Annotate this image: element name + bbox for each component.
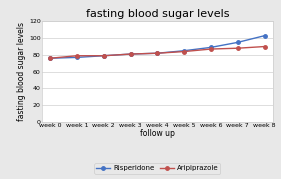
Risperidone — [182, 50, 186, 52]
X-axis label: follow up: follow up — [140, 129, 175, 139]
Aripiprazole — [102, 55, 105, 57]
Risperidone — [75, 56, 79, 59]
Risperidone — [49, 57, 52, 59]
Aripiprazole — [263, 45, 266, 48]
Aripiprazole — [49, 57, 52, 59]
Aripiprazole — [156, 52, 159, 54]
Risperidone — [102, 55, 105, 57]
Risperidone — [236, 41, 239, 43]
Risperidone — [263, 35, 266, 37]
Line: Risperidone: Risperidone — [48, 34, 266, 60]
Line: Aripiprazole: Aripiprazole — [48, 45, 266, 60]
Aripiprazole — [75, 55, 79, 57]
Aripiprazole — [182, 50, 186, 53]
Aripiprazole — [129, 53, 132, 55]
Risperidone — [156, 52, 159, 54]
Legend: Risperidone, Aripiprazole: Risperidone, Aripiprazole — [94, 163, 220, 173]
Aripiprazole — [236, 47, 239, 49]
Y-axis label: fasting blood sugar levels: fasting blood sugar levels — [17, 22, 26, 121]
Risperidone — [129, 53, 132, 55]
Risperidone — [209, 46, 213, 49]
Title: fasting blood sugar levels: fasting blood sugar levels — [86, 9, 229, 19]
Aripiprazole — [209, 48, 213, 50]
